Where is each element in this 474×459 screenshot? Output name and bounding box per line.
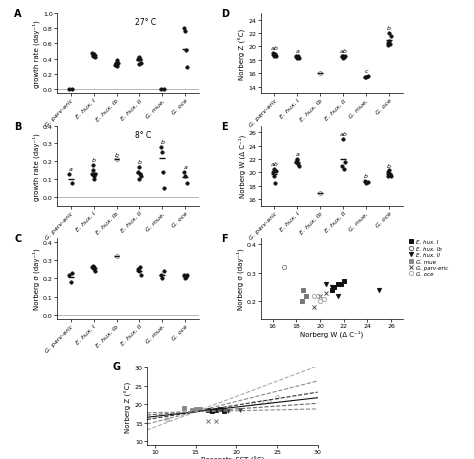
Y-axis label: growth rate (day⁻¹): growth rate (day⁻¹) xyxy=(33,133,40,200)
Text: 27° C: 27° C xyxy=(135,18,156,27)
Text: D: D xyxy=(221,9,229,19)
Text: a: a xyxy=(69,167,73,172)
Y-axis label: Norberg σ (day⁻¹): Norberg σ (day⁻¹) xyxy=(237,248,244,310)
Text: G: G xyxy=(113,361,121,371)
Text: ab: ab xyxy=(339,132,347,137)
Text: C: C xyxy=(14,234,21,244)
Text: a: a xyxy=(183,165,187,170)
X-axis label: Norberg W (Δ C⁻¹): Norberg W (Δ C⁻¹) xyxy=(300,330,364,337)
Text: b: b xyxy=(387,163,391,168)
Text: a: a xyxy=(295,152,300,157)
Text: b: b xyxy=(91,158,96,162)
Text: E: E xyxy=(221,122,228,131)
Text: b: b xyxy=(160,140,164,145)
Text: b: b xyxy=(387,26,391,31)
Legend: E. hux. I, E. hux. Ib, E. hux. II, G. mue, G. parv-eric, G. oce: E. hux. I, E. hux. Ib, E. hux. II, G. mu… xyxy=(409,240,448,277)
Text: ab: ab xyxy=(339,49,347,54)
Text: b: b xyxy=(115,152,118,157)
Y-axis label: Norberg σ (day⁻¹): Norberg σ (day⁻¹) xyxy=(33,248,40,310)
Text: ab: ab xyxy=(271,162,278,167)
Text: a: a xyxy=(295,49,300,54)
Y-axis label: Norberg W (Δ C⁻¹): Norberg W (Δ C⁻¹) xyxy=(238,135,246,198)
Y-axis label: Norberg Z (°C): Norberg Z (°C) xyxy=(238,28,246,79)
Text: B: B xyxy=(14,122,22,131)
Text: b: b xyxy=(137,159,141,164)
Y-axis label: growth rate (day⁻¹): growth rate (day⁻¹) xyxy=(33,20,40,88)
X-axis label: Reconstr. SST (°C): Reconstr. SST (°C) xyxy=(201,456,264,459)
Text: c: c xyxy=(365,69,368,74)
Text: A: A xyxy=(14,9,22,19)
Text: 8° C: 8° C xyxy=(135,130,151,139)
Text: ab: ab xyxy=(271,46,278,51)
Text: b: b xyxy=(364,174,368,178)
Y-axis label: Norberg Z (°C): Norberg Z (°C) xyxy=(125,381,132,432)
Text: F: F xyxy=(221,234,228,244)
